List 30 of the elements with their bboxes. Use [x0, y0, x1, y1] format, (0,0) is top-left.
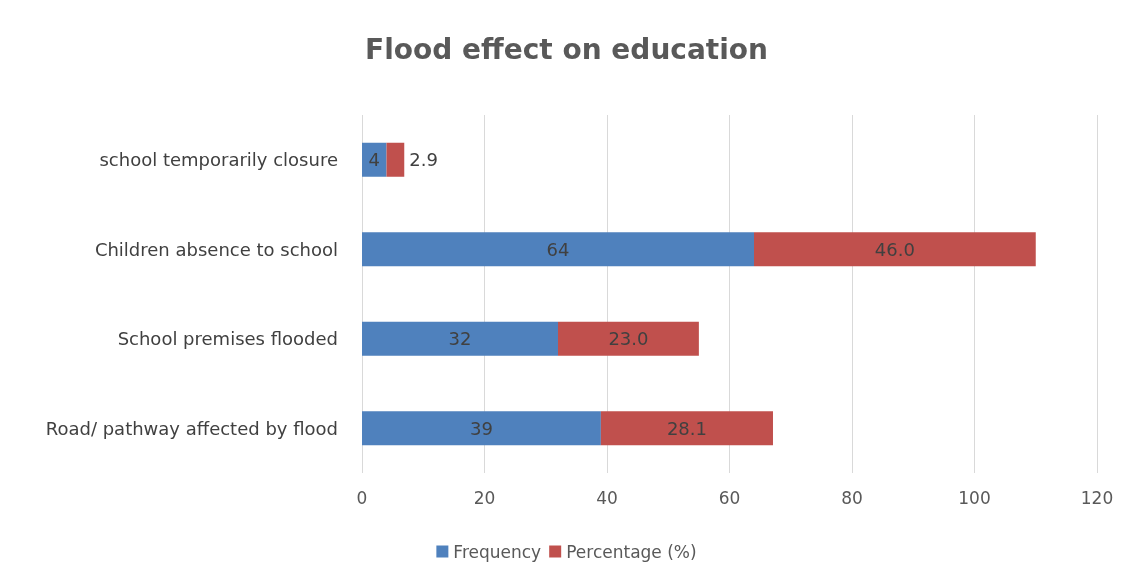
bar: [558, 321, 699, 356]
data-label: 23.0: [608, 328, 649, 350]
chart-title: Flood effect on education: [365, 32, 768, 66]
bar: [362, 142, 387, 177]
x-tick-label: 20: [473, 487, 496, 508]
legend-label: Percentage (%): [566, 541, 697, 562]
x-tick-label: 60: [718, 487, 741, 508]
data-label: 64: [546, 238, 570, 260]
data-label: 39: [469, 417, 493, 439]
x-tick-label: 40: [596, 487, 618, 508]
data-label: 2.9: [409, 149, 438, 171]
data-label: 46.0: [874, 238, 915, 260]
bar: [362, 411, 601, 446]
x-tick-label: 120: [1080, 487, 1114, 508]
y-tick-label: Children absence to school: [94, 238, 338, 260]
data-label: 4: [368, 149, 380, 171]
legend-label: Frequency: [453, 541, 542, 562]
data-label: 32: [448, 328, 472, 350]
bar: [362, 232, 754, 267]
bar: [754, 232, 1036, 267]
y-tick-label: Road/ pathway affected by flood: [45, 417, 338, 439]
x-tick-label: 0: [356, 487, 368, 508]
y-tick-label: school temporarily closure: [99, 149, 338, 171]
bar: [600, 411, 773, 446]
x-tick-label: 100: [958, 487, 991, 508]
bar: [362, 321, 558, 356]
y-tick-label: School premises flooded: [117, 328, 338, 350]
bar: [386, 142, 405, 177]
data-label: 28.1: [666, 417, 707, 439]
x-tick-label: 80: [841, 487, 863, 508]
